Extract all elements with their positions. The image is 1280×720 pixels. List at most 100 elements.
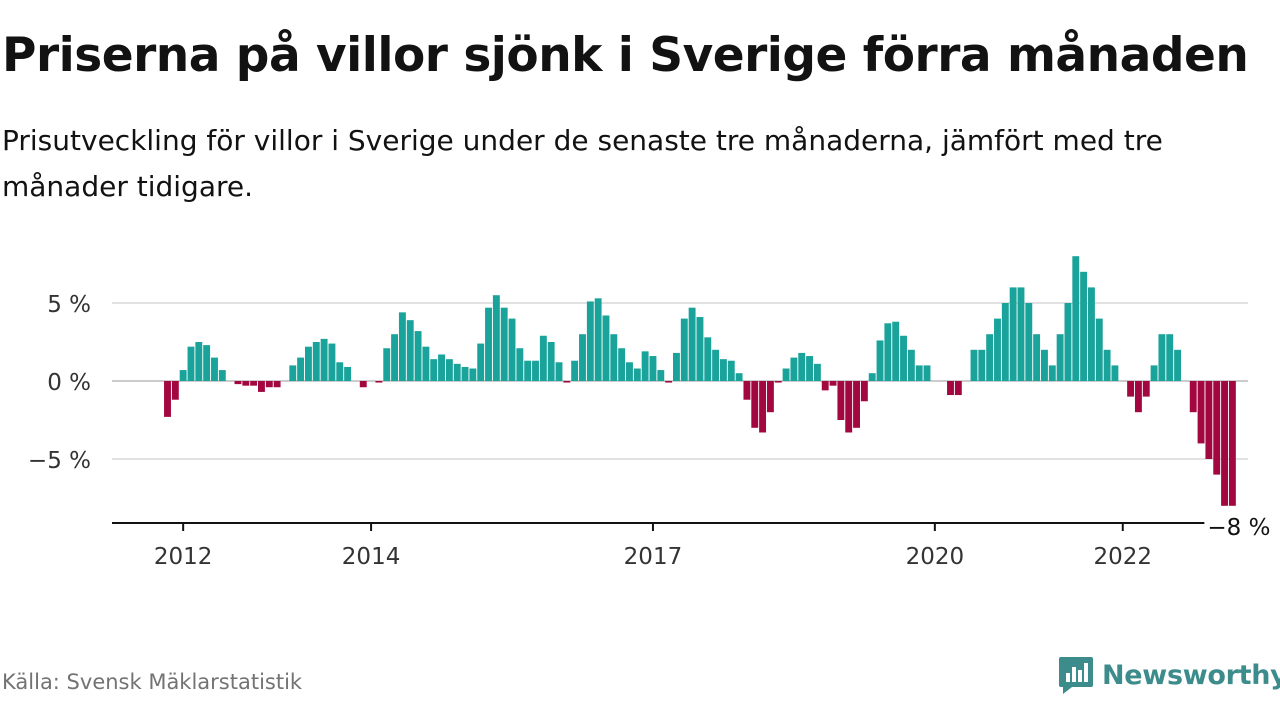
bar <box>304 346 312 381</box>
bar <box>242 381 250 386</box>
x-tick-label: 2020 <box>906 544 965 570</box>
bar-chart: −5 % 0 % 5 % 2012 2014 2017 2020 2022 −8 % <box>27 256 1274 570</box>
bar <box>218 370 226 381</box>
bar <box>1189 381 1197 413</box>
bar <box>297 357 305 381</box>
bar <box>164 381 171 417</box>
bar <box>524 360 532 381</box>
bar <box>571 360 579 381</box>
bar <box>884 323 892 381</box>
bar <box>1001 303 1009 381</box>
bar <box>1205 381 1213 459</box>
bar <box>485 307 492 381</box>
bar <box>1048 365 1056 381</box>
last-value-label-background <box>1204 516 1274 540</box>
bar <box>1033 334 1041 381</box>
bar <box>594 298 602 381</box>
bar <box>626 362 633 381</box>
bar <box>641 351 649 381</box>
bar <box>273 381 281 388</box>
bar <box>383 348 391 381</box>
bar <box>492 295 500 381</box>
bar <box>712 349 720 381</box>
bar <box>1197 381 1205 444</box>
bar <box>806 356 814 381</box>
bar <box>359 381 367 388</box>
bar <box>821 381 829 391</box>
bar <box>673 352 680 381</box>
bar <box>1111 365 1119 381</box>
bar <box>900 335 907 381</box>
bar <box>461 366 469 381</box>
bar <box>477 343 485 381</box>
bar <box>398 312 406 381</box>
bar <box>586 301 594 381</box>
bar <box>1025 303 1033 381</box>
y-tick-label: 5 % <box>47 292 91 318</box>
bar <box>813 363 821 381</box>
bar <box>539 335 547 381</box>
bar <box>829 381 837 386</box>
bar <box>1064 303 1072 381</box>
bar <box>743 381 751 400</box>
bar <box>328 343 336 381</box>
bar <box>947 381 954 396</box>
bar <box>336 362 344 381</box>
bar <box>986 334 994 381</box>
bar <box>344 366 352 381</box>
bar <box>187 346 195 381</box>
bar <box>782 368 790 381</box>
bar <box>430 359 438 381</box>
y-tick-label: −5 % <box>28 448 91 474</box>
bar <box>1158 334 1166 381</box>
bar <box>892 321 900 381</box>
bar <box>1134 381 1142 413</box>
bar <box>508 318 516 381</box>
bar <box>1213 381 1221 475</box>
bar <box>853 381 860 428</box>
bar <box>1056 334 1064 381</box>
source-note: Källa: Svensk Mäklarstatistik <box>2 670 303 694</box>
bar <box>696 317 704 381</box>
bar <box>790 357 798 381</box>
brand-name: Newsworthy <box>1102 659 1280 691</box>
brand-logo-link[interactable]: Newsworthy <box>1058 653 1280 697</box>
bar <box>516 348 524 381</box>
bar <box>735 373 743 381</box>
bar <box>766 381 774 413</box>
bar <box>289 365 297 381</box>
bar <box>532 360 539 381</box>
bar <box>555 362 563 381</box>
x-tick-label: 2014 <box>342 544 401 570</box>
bar <box>727 360 735 381</box>
axis-labels: −5 % 0 % 5 % 2012 2014 2017 2020 2022 −8 % <box>28 292 1274 570</box>
bar <box>868 373 876 381</box>
bar <box>234 381 242 385</box>
bar <box>907 349 915 381</box>
bar <box>618 348 626 381</box>
bar <box>680 318 688 381</box>
bar <box>422 346 430 381</box>
bar <box>970 349 978 381</box>
bar <box>633 368 641 381</box>
bar <box>406 320 414 381</box>
bars <box>164 256 1236 506</box>
bar <box>211 357 218 381</box>
bar <box>258 381 265 392</box>
bar <box>195 342 203 381</box>
bar <box>1072 256 1080 381</box>
newsworthy-logo-icon <box>1059 657 1093 694</box>
bar <box>610 334 618 381</box>
bar <box>978 349 986 381</box>
bar <box>445 359 453 381</box>
bar <box>375 381 383 383</box>
bar <box>250 381 258 386</box>
bar <box>1095 318 1103 381</box>
bar <box>923 365 931 381</box>
chart-subtitle: Prisutveckling för villor i Sverige unde… <box>2 124 1163 203</box>
bar <box>688 307 696 381</box>
bar <box>876 340 884 381</box>
x-tick-label: 2012 <box>154 544 213 570</box>
bar <box>1127 381 1135 397</box>
bar <box>665 381 673 383</box>
